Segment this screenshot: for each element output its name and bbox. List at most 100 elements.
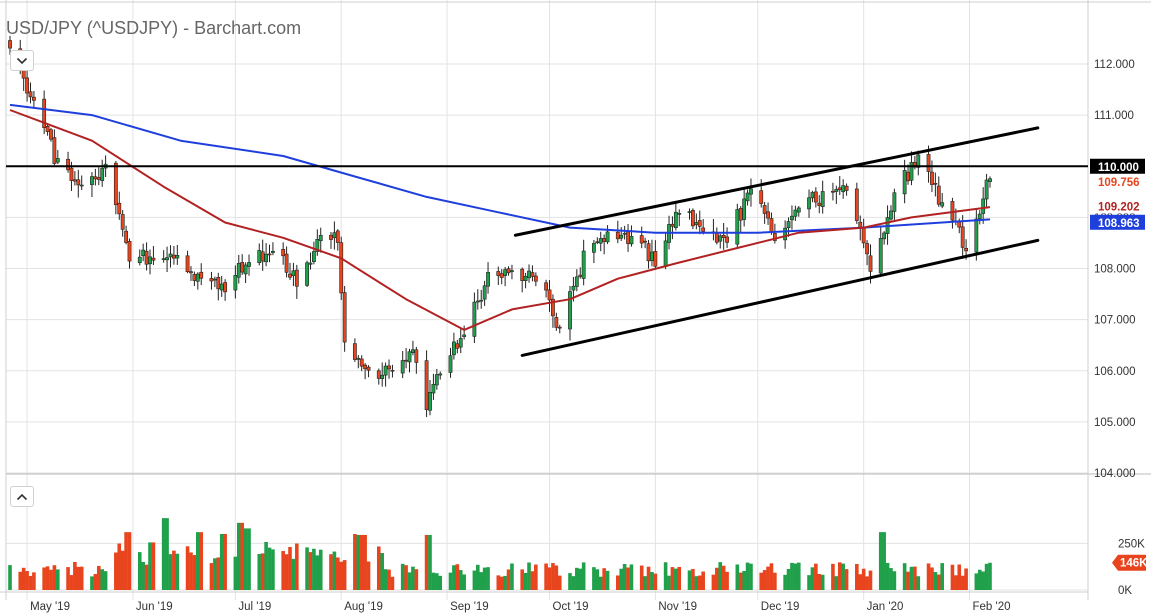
candle (670, 216, 675, 240)
candle (312, 241, 316, 265)
volume-bar (554, 565, 559, 590)
candle (977, 210, 982, 225)
candle (411, 340, 415, 356)
volume-bar (318, 549, 323, 590)
candle (772, 223, 777, 244)
candle-body-up (219, 283, 224, 291)
candle-body-up (137, 256, 142, 264)
expand-volume-pane-button[interactable] (10, 486, 34, 507)
volume-bar (247, 528, 251, 590)
volume-bar (52, 565, 57, 590)
volume-bar (90, 576, 94, 590)
candle (52, 129, 57, 166)
candle (387, 359, 391, 379)
volume-bar (103, 571, 108, 590)
volume-bar (530, 571, 535, 590)
volume-bar (431, 572, 436, 590)
candle-body-down (66, 158, 70, 171)
volume-bar (233, 556, 238, 590)
candle-body-up (568, 291, 572, 330)
candle (499, 269, 504, 285)
volume-bar (189, 552, 193, 590)
candle-body-down (769, 218, 774, 233)
candle-body-up (315, 238, 320, 252)
candle (475, 289, 480, 310)
price-tag-last: 109.756 (1090, 174, 1145, 190)
candle-body-down (390, 369, 395, 372)
candle (76, 169, 81, 198)
candle-body-up (810, 192, 815, 199)
volume-bar (616, 575, 620, 590)
candle-body-up (820, 191, 825, 207)
volume-bar (93, 574, 98, 590)
volume-bar (547, 567, 552, 590)
candle (841, 179, 846, 199)
volume-bar (482, 567, 487, 590)
volume-bar (400, 563, 405, 590)
volume-bar (906, 571, 910, 590)
candle-body-down (547, 289, 552, 301)
candle (950, 197, 955, 229)
candle (936, 176, 941, 207)
candle-body-down (950, 201, 955, 221)
candle-body-up (434, 374, 439, 386)
candle-body-down (854, 188, 859, 221)
candle-body-down (124, 230, 128, 243)
candle-body-down (837, 187, 842, 191)
candle (55, 149, 60, 165)
volume-last-tag: 146K (1112, 554, 1148, 571)
volume-bar (721, 565, 726, 590)
candlesticks (8, 35, 992, 418)
volume-bar (691, 568, 695, 590)
volume-bar (855, 563, 859, 590)
volume-bar (909, 566, 914, 590)
volume-bar (144, 564, 149, 590)
x-tick-label: Sep '19 (450, 601, 489, 613)
candle-body-down (551, 298, 555, 317)
candle-body-down (544, 282, 548, 291)
candle (551, 294, 555, 328)
candle (619, 227, 624, 242)
volume-bar (175, 553, 180, 590)
candle-body-down (93, 176, 98, 180)
candle (602, 234, 607, 255)
candle-body-up (984, 179, 989, 200)
candle (90, 172, 94, 198)
volume-bar (21, 567, 26, 590)
candle-body-up (510, 270, 514, 272)
candle-body-down (646, 243, 651, 262)
candle-body-up (448, 355, 453, 373)
price-tag-ma-slow-label: 108.963 (1098, 218, 1140, 230)
candle (639, 226, 644, 249)
volume-bar (209, 563, 214, 590)
candle (479, 289, 484, 309)
candle (168, 245, 173, 268)
candle-body-up (380, 374, 385, 379)
candle (264, 243, 268, 267)
candle (219, 275, 224, 297)
candle (455, 339, 460, 354)
volume-bar (291, 558, 296, 590)
volume-bar (598, 576, 603, 590)
candle-body-down (506, 268, 511, 274)
price-tag-resistance-bg (1090, 158, 1145, 174)
candle-body-down (817, 202, 822, 206)
candle (424, 350, 429, 418)
candle-body-down (868, 255, 873, 272)
candle (233, 265, 238, 299)
candle-body-down (626, 231, 630, 244)
candle-body-up (974, 218, 979, 253)
candle-body-up (356, 357, 361, 360)
candle-body-up (305, 262, 309, 286)
candle-body-down (25, 77, 29, 94)
candle-body-up (882, 232, 887, 240)
candle (718, 233, 723, 249)
collapse-price-pane-button[interactable] (10, 50, 34, 71)
volume-bar (213, 558, 217, 590)
volume-bar (339, 561, 344, 590)
volume-bar (817, 573, 822, 590)
candle-body-down (342, 292, 347, 343)
chevron-down-icon (16, 57, 28, 64)
candle (318, 227, 323, 253)
candle-body-down (185, 255, 190, 273)
